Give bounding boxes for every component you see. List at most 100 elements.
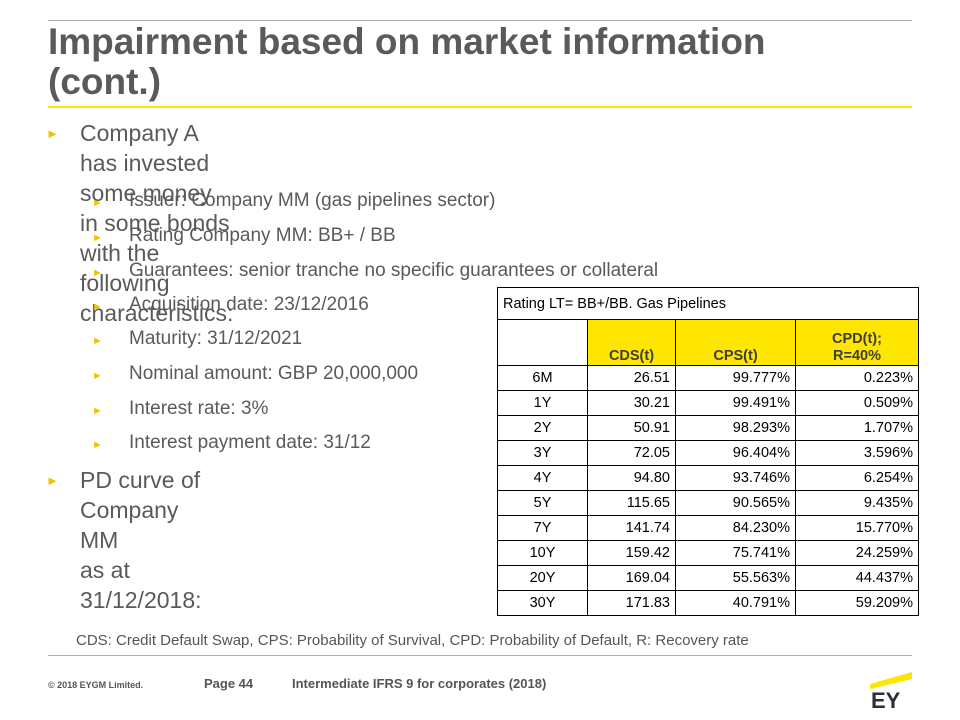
bullet-triangle-icon: ► xyxy=(92,197,103,209)
bullet-sub-guarantees: ► Guarantees: senior tranche no specific… xyxy=(92,259,659,283)
table-caption-row: Rating LT= BB+/BB. Gas Pipelines xyxy=(497,287,919,320)
bullet-sub-issuer: ► Issuer: Company MM (gas pipelines sect… xyxy=(92,189,496,213)
cell-cds: 50.91 xyxy=(587,415,676,441)
cell-tenor: 4Y xyxy=(497,465,588,491)
table-row: 7Y 141.74 84.230% 15.770% xyxy=(497,515,919,541)
bullet-sub-text: Acquisition date: 23/12/2016 xyxy=(129,294,369,315)
cell-cps: 96.404% xyxy=(675,440,796,466)
cell-tenor: 7Y xyxy=(497,515,588,541)
table-row: 2Y 50.91 98.293% 1.707% xyxy=(497,415,919,441)
bullet-main-1-line2: characteristics: xyxy=(80,300,234,326)
bullet-triangle-icon: ► xyxy=(92,232,103,244)
slide-title-line1: Impairment based on market information xyxy=(48,21,766,62)
page-number: Page 44 xyxy=(204,676,254,691)
cell-cpd: 1.707% xyxy=(795,415,919,441)
cell-cds: 169.04 xyxy=(587,565,676,591)
bullet-sub-payment-date: ► Interest payment date: 31/12 xyxy=(92,431,371,455)
table-row: 3Y 72.05 96.404% 3.596% xyxy=(497,440,919,466)
bullet-sub-text: Issuer: Company MM (gas pipelines sector… xyxy=(129,190,496,211)
title-underline xyxy=(48,106,912,108)
cell-cpd: 59.209% xyxy=(795,590,919,616)
cell-cpd: 15.770% xyxy=(795,515,919,541)
bullet-triangle-icon: ► xyxy=(46,126,59,141)
cell-cpd: 9.435% xyxy=(795,490,919,516)
bullet-triangle-icon: ► xyxy=(92,335,103,347)
top-rule xyxy=(48,20,912,21)
bullet-triangle-icon: ► xyxy=(92,439,103,451)
slide-title: Impairment based on market information (… xyxy=(48,22,918,102)
bullet-sub-text: Interest payment date: 31/12 xyxy=(129,432,371,453)
bullet-sub-text: Nominal amount: GBP 20,000,000 xyxy=(129,363,419,384)
table-row: 20Y 169.04 55.563% 44.437% xyxy=(497,565,919,591)
cell-cds: 72.05 xyxy=(587,440,676,466)
bullet-triangle-icon: ► xyxy=(46,473,59,488)
bullet-main-1-line1: Company A has invested some money in som… xyxy=(80,120,230,296)
slide-title-line2: (cont.) xyxy=(48,61,162,102)
cell-cds: 171.83 xyxy=(587,590,676,616)
cell-cps: 99.491% xyxy=(675,390,796,416)
table-row: 30Y 171.83 40.791% 59.209% xyxy=(497,590,919,616)
bullet-sub-rating: ► Rating Company MM: BB+ / BB xyxy=(92,224,396,248)
bullet-sub-text: Rating Company MM: BB+ / BB xyxy=(129,225,396,246)
bullet-triangle-icon: ► xyxy=(92,405,103,417)
pd-curve-table: Rating LT= BB+/BB. Gas Pipelines CDS(t) … xyxy=(497,287,919,616)
header-cds: CDS(t) xyxy=(587,319,676,366)
cell-cpd: 44.437% xyxy=(795,565,919,591)
table-row: 1Y 30.21 99.491% 0.509% xyxy=(497,390,919,416)
header-cpd-line2: R=40% xyxy=(833,348,881,364)
table-row: 6M 26.51 99.777% 0.223% xyxy=(497,365,919,391)
cell-cpd: 0.223% xyxy=(795,365,919,391)
table-header-row: CDS(t) CPS(t) CPD(t); R=40% xyxy=(497,319,919,366)
bullet-main-2-line2: as at 31/12/2018: xyxy=(80,557,202,613)
cell-tenor: 3Y xyxy=(497,440,588,466)
copyright: © 2018 EYGM Limited. xyxy=(48,680,144,690)
ey-logo-text: EY xyxy=(871,688,901,710)
cell-cpd: 6.254% xyxy=(795,465,919,491)
bullet-main-2: ► PD curve of Company MM as at 31/12/201… xyxy=(46,465,202,615)
table-caption: Rating LT= BB+/BB. Gas Pipelines xyxy=(497,287,919,320)
ey-logo: EY xyxy=(870,672,912,710)
bullet-sub-interest-rate: ► Interest rate: 3% xyxy=(92,397,269,421)
course-title: Intermediate IFRS 9 for corporates (2018… xyxy=(292,676,547,691)
header-cpd-line1: CPD(t); xyxy=(832,331,882,347)
bullet-sub-text: Interest rate: 3% xyxy=(129,398,269,419)
cell-cds: 115.65 xyxy=(587,490,676,516)
ey-logo-beam xyxy=(870,672,912,689)
header-cps: CPS(t) xyxy=(675,319,796,366)
cell-cps: 40.791% xyxy=(675,590,796,616)
table-row: 10Y 159.42 75.741% 24.259% xyxy=(497,540,919,566)
table-row: 4Y 94.80 93.746% 6.254% xyxy=(497,465,919,491)
cell-cps: 84.230% xyxy=(675,515,796,541)
table-body: 6M 26.51 99.777% 0.223% 1Y 30.21 99.491% 0.509%… xyxy=(497,365,919,616)
table-row: 5Y 115.65 90.565% 9.435% xyxy=(497,490,919,516)
cell-cpd: 0.509% xyxy=(795,390,919,416)
cell-cps: 55.563% xyxy=(675,565,796,591)
cell-tenor: 10Y xyxy=(497,540,588,566)
cell-cds: 141.74 xyxy=(587,515,676,541)
cell-cps: 93.746% xyxy=(675,465,796,491)
bottom-rule xyxy=(48,655,912,656)
bullet-triangle-icon: ► xyxy=(92,301,103,313)
cell-cps: 75.741% xyxy=(675,540,796,566)
cell-cps: 99.777% xyxy=(675,365,796,391)
cell-cpd: 3.596% xyxy=(795,440,919,466)
bullet-triangle-icon: ► xyxy=(92,267,103,279)
cell-cds: 30.21 xyxy=(587,390,676,416)
bullet-sub-text: Guarantees: senior tranche no specific g… xyxy=(129,260,659,281)
bullet-main-1: ► Company A has invested some money in s… xyxy=(46,118,234,328)
cell-tenor: 6M xyxy=(497,365,588,391)
cell-tenor: 1Y xyxy=(497,390,588,416)
cell-cds: 159.42 xyxy=(587,540,676,566)
cell-cds: 26.51 xyxy=(587,365,676,391)
cell-cps: 98.293% xyxy=(675,415,796,441)
cell-tenor: 20Y xyxy=(497,565,588,591)
bullet-sub-maturity: ► Maturity: 31/12/2021 xyxy=(92,327,302,351)
bullet-sub-nominal: ► Nominal amount: GBP 20,000,000 xyxy=(92,362,419,386)
cell-cds: 94.80 xyxy=(587,465,676,491)
cell-tenor: 2Y xyxy=(497,415,588,441)
cell-tenor: 30Y xyxy=(497,590,588,616)
bullet-triangle-icon: ► xyxy=(92,370,103,382)
cell-tenor: 5Y xyxy=(497,490,588,516)
table-footnote: CDS: Credit Default Swap, CPS: Probabili… xyxy=(76,632,749,649)
header-cpd: CPD(t); R=40% xyxy=(795,319,919,366)
